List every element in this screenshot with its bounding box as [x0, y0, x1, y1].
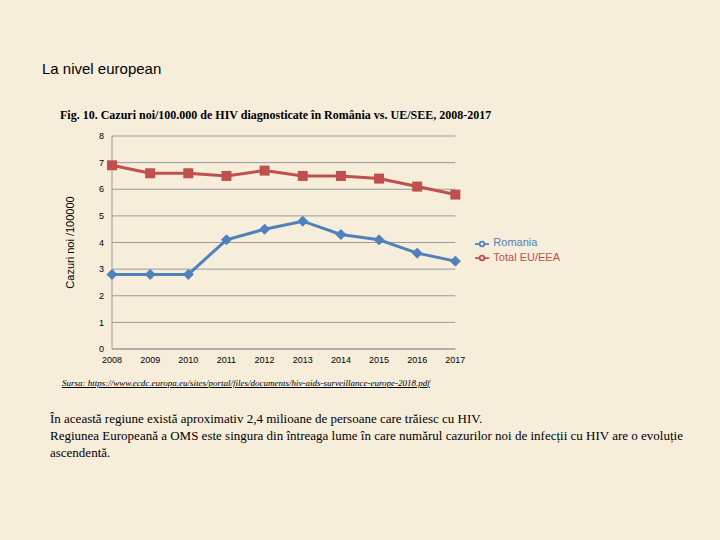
svg-text:2015: 2015: [369, 355, 389, 365]
svg-text:2: 2: [99, 291, 104, 301]
svg-text:2016: 2016: [407, 355, 427, 365]
svg-text:3: 3: [99, 264, 104, 274]
svg-text:1: 1: [99, 318, 104, 328]
svg-text:Cazuri noi /100000: Cazuri noi /100000: [64, 196, 76, 288]
html-text:Fig. 10. Cazuri noi/100.000 de: Fig. 10. Cazuri noi/100.000 de HIV diagn…: [60, 108, 492, 122]
html-text:La nivel european: La nivel european: [42, 60, 162, 77]
svg-text:8: 8: [99, 131, 104, 141]
svg-text:6: 6: [99, 184, 104, 194]
svg-text:2017: 2017: [445, 355, 465, 365]
svg-text:2012: 2012: [255, 355, 275, 365]
svg-text:2013: 2013: [293, 355, 313, 365]
svg-text:7: 7: [99, 158, 104, 168]
svg-text:5: 5: [99, 211, 104, 221]
svg-text:2008: 2008: [102, 355, 122, 365]
svg-text:0: 0: [99, 344, 104, 354]
svg-text:2014: 2014: [331, 355, 351, 365]
html-text:În această regiune există apro: În această regiune există aproximativ 2,…: [50, 411, 483, 426]
svg-text:2010: 2010: [178, 355, 198, 365]
html-text:Total EU/EEA: Total EU/EEA: [493, 250, 560, 263]
svg-text:4: 4: [99, 238, 104, 248]
svg-text:2011: 2011: [217, 355, 236, 365]
html-text:Romania: Romania: [493, 236, 538, 249]
html-text:Sursa: https://www.ecdc.europa: Sursa: https://www.ecdc.europa.eu/sites/…: [62, 378, 430, 388]
html-text:Regiunea Europeană a OMS este: Regiunea Europeană a OMS este singura di…: [50, 428, 683, 460]
svg-text:2009: 2009: [140, 355, 160, 365]
